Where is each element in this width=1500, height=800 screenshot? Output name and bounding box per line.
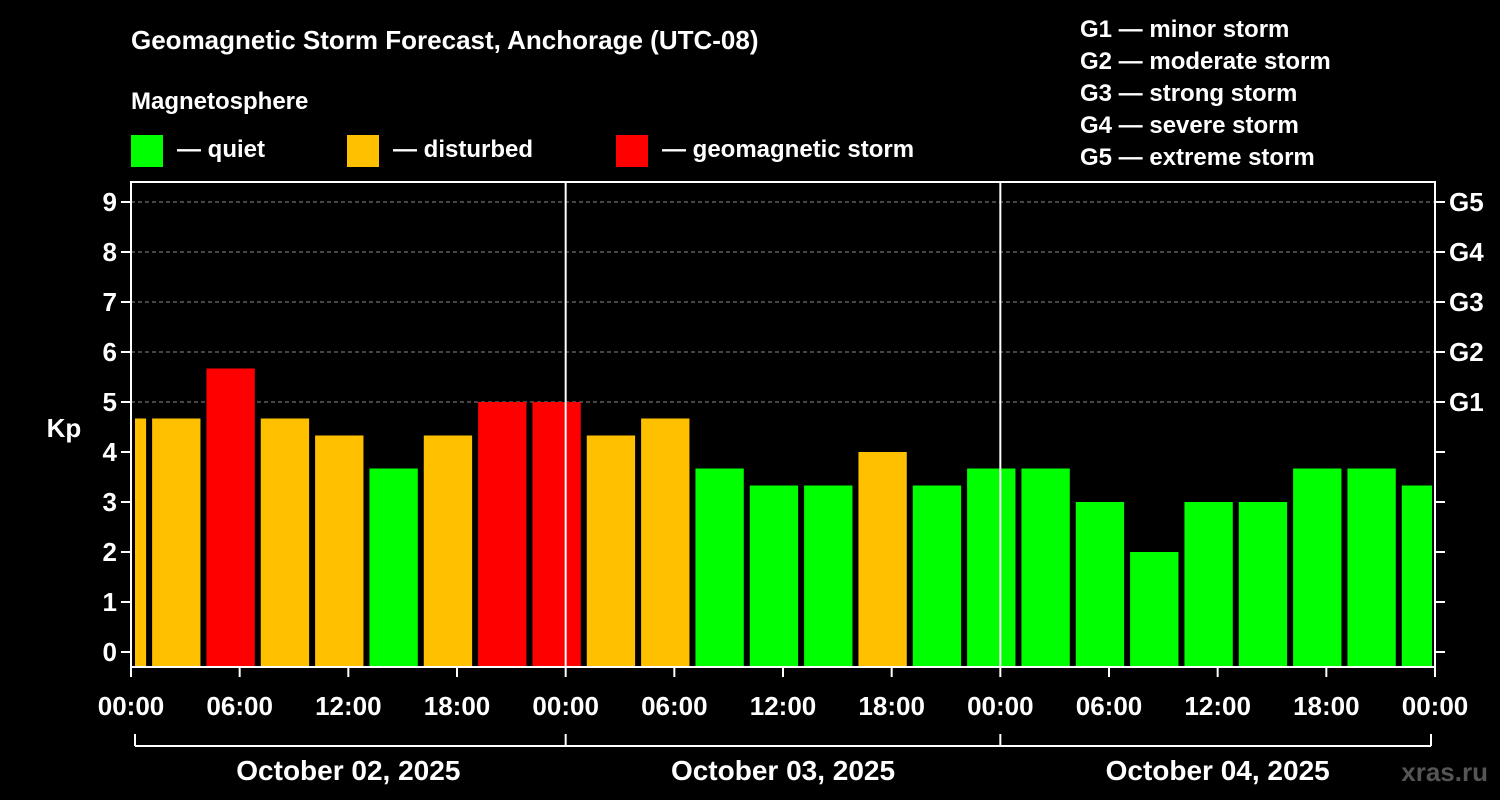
bar-20	[1184, 502, 1233, 667]
day-label-0: October 02, 2025	[236, 755, 460, 786]
bar-3	[260, 418, 310, 667]
bar-11	[695, 468, 744, 667]
legend-label-disturbed: — disturbed	[393, 136, 533, 163]
x-tick-label-12: 00:00	[1402, 691, 1469, 721]
y-tick-label-2: 2	[103, 537, 117, 567]
bar-22	[1293, 468, 1342, 667]
x-tick-label-6: 12:00	[750, 691, 817, 721]
bar-17	[1021, 468, 1070, 667]
y-tick-label-3: 3	[103, 487, 117, 517]
grid-layer	[131, 201, 1435, 403]
x-tick-label-2: 12:00	[315, 691, 382, 721]
legend-title: Magnetosphere	[131, 88, 308, 115]
x-tick-label-11: 18:00	[1293, 691, 1360, 721]
day-label-2: October 04, 2025	[1106, 755, 1330, 786]
scale-legend-g3: G3 — strong storm	[1080, 80, 1297, 107]
bar-13	[804, 485, 853, 667]
bar-18	[1075, 502, 1125, 667]
y-tick-label-0: 0	[103, 637, 117, 667]
legend-swatch-quiet	[131, 135, 163, 167]
bar-0	[135, 418, 147, 667]
bar-1	[152, 418, 201, 667]
x-tick-label-3: 18:00	[424, 691, 491, 721]
bar-9	[586, 435, 636, 667]
y-tick-label-1: 1	[103, 587, 117, 617]
right-tick-label-g4: G4	[1449, 237, 1484, 267]
bar-15	[912, 485, 962, 667]
bars-layer	[135, 368, 1432, 667]
y-tick-label-5: 5	[103, 387, 117, 417]
y-tick-label-9: 9	[103, 187, 117, 217]
right-tick-label-g3: G3	[1449, 287, 1484, 317]
bar-6	[423, 435, 473, 667]
legend-swatch-storm	[616, 135, 648, 167]
x-tick-label-7: 18:00	[858, 691, 925, 721]
y-tick-label-8: 8	[103, 237, 117, 267]
day-label-1: October 03, 2025	[671, 755, 895, 786]
legend-label-quiet: — quiet	[177, 136, 265, 163]
bar-2	[206, 368, 255, 667]
x-tick-label-8: 00:00	[967, 691, 1034, 721]
watermark: xras.ru	[1401, 757, 1488, 787]
chart-title: Geomagnetic Storm Forecast, Anchorage (U…	[131, 25, 759, 55]
bar-5	[369, 468, 418, 667]
bar-19	[1130, 552, 1179, 667]
y-tick-label-4: 4	[103, 437, 118, 467]
bar-10	[641, 418, 690, 667]
x-tick-label-0: 00:00	[98, 691, 165, 721]
y-tick-label-7: 7	[103, 287, 117, 317]
right-tick-label-g1: G1	[1449, 387, 1484, 417]
x-tick-label-5: 06:00	[641, 691, 708, 721]
x-tick-label-4: 00:00	[532, 691, 599, 721]
bar-21	[1238, 502, 1288, 667]
bar-12	[749, 485, 799, 667]
axes-layer: 0 1 2 3 4 5 6 7 8 9 G1 G2 G3 G4 G5 00:00 06:00 12:00 18:00…	[98, 181, 1484, 786]
legend-swatch-disturbed	[347, 135, 379, 167]
x-tick-label-9: 06:00	[1076, 691, 1143, 721]
legend-label-storm: — geomagnetic storm	[662, 136, 914, 163]
bar-4	[315, 435, 364, 667]
bar-8	[532, 402, 581, 667]
right-tick-label-g5: G5	[1449, 187, 1484, 217]
y-axis-label: Kp	[47, 413, 82, 443]
right-tick-label-g2: G2	[1449, 337, 1484, 367]
bar-7	[478, 402, 527, 667]
scale-legend-g1: G1 — minor storm	[1080, 16, 1289, 43]
scale-legend-g2: G2 — moderate storm	[1080, 48, 1331, 75]
y-tick-label-6: 6	[103, 337, 117, 367]
bar-14	[858, 452, 907, 667]
bar-24	[1401, 485, 1432, 667]
scale-legend-g5: G5 — extreme storm	[1080, 144, 1315, 171]
x-tick-label-10: 12:00	[1184, 691, 1251, 721]
bar-23	[1347, 468, 1396, 667]
x-tick-label-1: 06:00	[206, 691, 273, 721]
scale-legend-g4: G4 — severe storm	[1080, 112, 1299, 139]
bar-16	[967, 468, 1016, 667]
